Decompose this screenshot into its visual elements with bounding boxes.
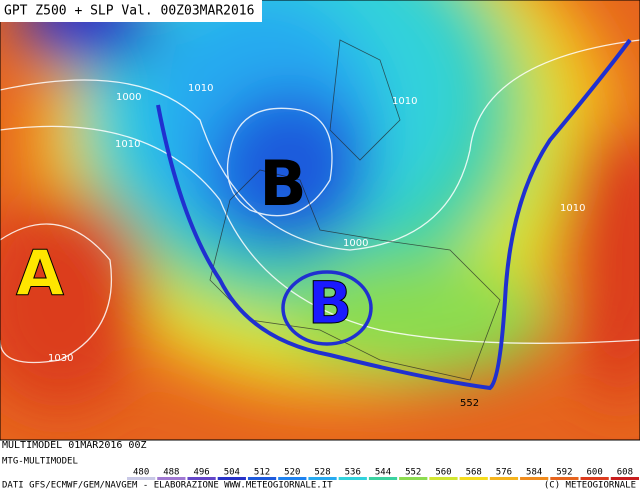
center-letter: B [308,269,352,337]
legend-label: 520 [284,468,300,478]
legend-swatch [489,477,519,480]
legend-label: 504 [224,468,240,478]
map [0,0,640,440]
center-letter: A [16,237,64,310]
credits: DATI GFS/ECMWF/GEM/NAVGEM - ELABORAZIONE… [2,481,333,491]
legend-swatch [278,477,307,480]
center-letter: B [259,147,306,220]
legend-swatch [399,477,428,480]
legend-swatch [459,477,488,480]
legend-swatch [157,477,186,480]
legend-swatch [187,477,216,480]
legend-label: 544 [375,468,391,478]
run-label: MULTIMODEL 01MAR2016 00Z [2,440,147,451]
legend-swatch [429,477,458,480]
isobar-label: 1010 [560,203,585,214]
legend-swatch [217,477,246,480]
legend-swatch [247,477,277,480]
trough-line [156,38,632,391]
low-circle [281,270,373,346]
legend-swatch [338,477,367,480]
legend-label: 488 [163,468,179,478]
legend-label: 480 [133,468,149,478]
isobar-label: 1030 [48,353,73,364]
pressure-centers: BB A [16,147,353,338]
legend-label: 576 [496,468,512,478]
legend-label: 512 [254,468,270,478]
legend-label: 608 [617,468,633,478]
isobar-label: 1000 [116,92,141,103]
legend-swatch [308,477,337,480]
legend-swatch [520,477,549,480]
legend-label: 584 [526,468,542,478]
copyright: (C) METEOGIORNALE [544,481,636,491]
legend-label: 560 [435,468,451,478]
legend-label: 536 [345,468,361,478]
isobar-label: 1010 [392,96,417,107]
title: GPT Z500 + SLP Val. 00Z03MAR2016 [4,4,254,19]
legend-swatch [550,477,579,480]
isobar-label: 1010 [188,83,213,94]
legend-swatch [368,477,398,480]
legend-label: 600 [587,468,603,478]
map-frame [0,0,640,441]
legend-label: 568 [466,468,482,478]
model-label: MTG-MULTIMODEL [2,457,78,467]
legend-label: 496 [193,468,209,478]
title-box [0,0,262,22]
isobar-label: 1010 [115,139,140,150]
legend-label: 552 [405,468,421,478]
legend-swatch [127,477,156,480]
legend-swatch [610,477,639,480]
legend-swatch [580,477,609,480]
legend-label: 528 [314,468,330,478]
isobar-label: 1000 [343,238,368,249]
legend-label: 592 [556,468,572,478]
isobar-label: 552 [460,398,479,409]
color-legend: 480 488 496 504 512 520 528 536 544 552 560 568 576 5… [127,468,639,480]
